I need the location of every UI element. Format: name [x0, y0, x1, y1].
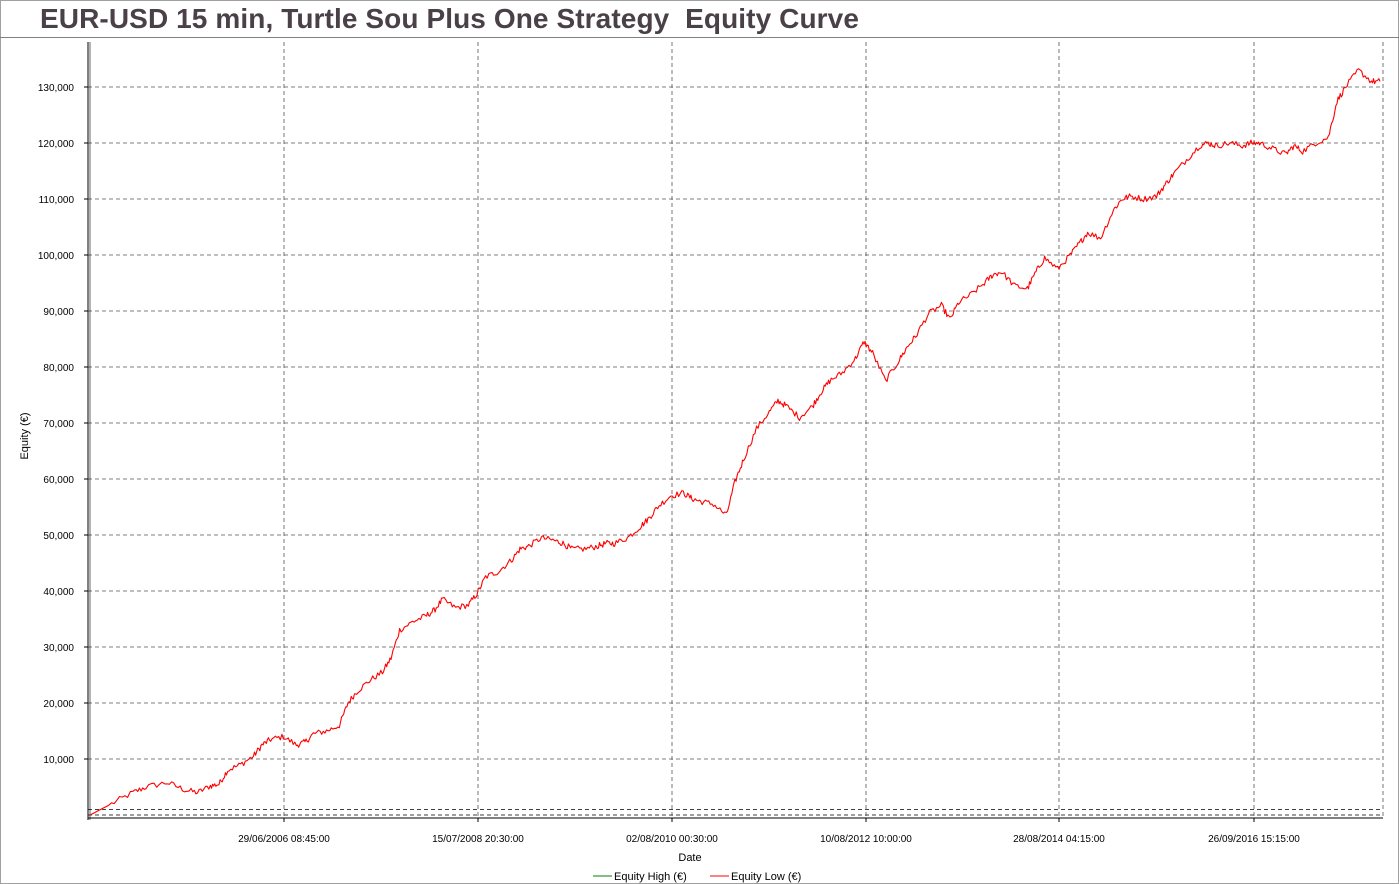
x-axis-title: Date	[678, 852, 701, 864]
x-tick-label: 15/07/2008 20:30:00	[432, 834, 524, 845]
y-tick-label: 110,000	[39, 195, 75, 206]
y-axis-title: Equity (€)	[19, 412, 31, 459]
chart-title: EUR-USD 15 min, Turtle Sou Plus One Stra…	[40, 3, 859, 34]
x-tick-label: 10/08/2012 10:00:00	[820, 834, 912, 845]
x-tick-label: 02/08/2010 00:30:00	[626, 834, 718, 845]
x-tick-label: 29/06/2006 08:45:00	[238, 834, 330, 845]
x-axis-tick-labels: 29/06/2006 08:45:00 15/07/2008 20:30:00 02…	[238, 834, 1300, 845]
x-tick-label: 26/09/2016 15:15:00	[1208, 834, 1300, 845]
y-tick-label: 10,000	[43, 755, 74, 766]
y-tick-label: 40,000	[43, 587, 74, 598]
y-tick-label: 70,000	[43, 419, 74, 430]
grid-lines	[88, 42, 1384, 818]
legend-label-equity-high: Equity High (€)	[614, 871, 687, 883]
y-tick-label: 50,000	[43, 531, 74, 542]
legend-label-equity-low: Equity Low (€)	[731, 871, 801, 883]
y-tick-label: 100,000	[38, 251, 75, 262]
y-tick-label: 130,000	[38, 83, 75, 94]
y-tick-label: 80,000	[43, 363, 74, 374]
y-tick-label: 30,000	[43, 643, 74, 654]
legend: Equity High (€) Equity Low (€)	[593, 871, 801, 883]
axes	[84, 42, 1383, 822]
series-layer	[89, 68, 1381, 816]
x-tick-label: 28/08/2014 04:15:00	[1013, 834, 1105, 845]
y-axis-tick-labels: 10,000 20,000 30,000 40,000 50,000 60,000 70,0…	[38, 83, 75, 766]
y-tick-label: 90,000	[43, 307, 74, 318]
title-bar: EUR-USD 15 min, Turtle Sou Plus One Stra…	[0, 0, 1399, 38]
series-line-equity-low	[89, 68, 1381, 816]
y-tick-label: 20,000	[43, 699, 74, 710]
y-tick-label: 120,000	[38, 139, 75, 150]
y-tick-label: 60,000	[43, 475, 74, 486]
